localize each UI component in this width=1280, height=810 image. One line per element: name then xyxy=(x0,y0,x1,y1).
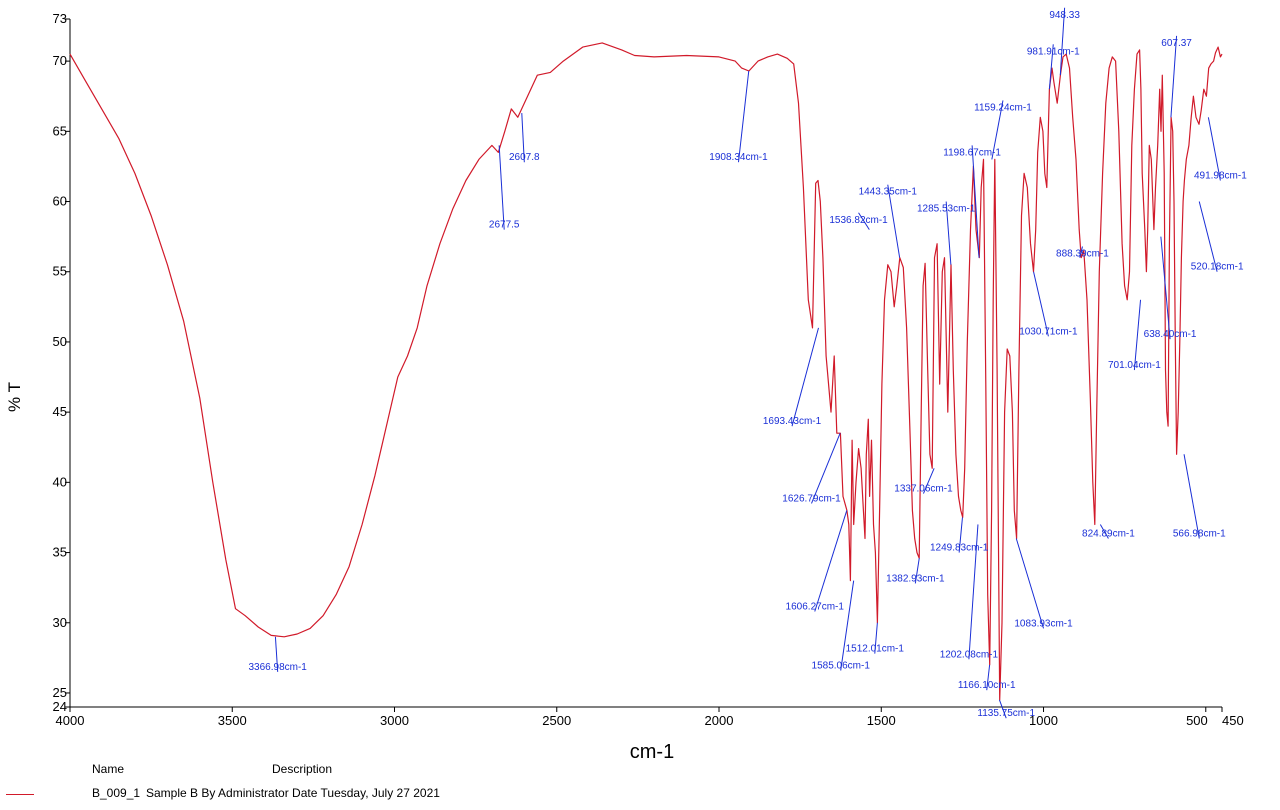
peak-label: 2607.8 xyxy=(509,152,540,163)
peak-label: 1202.08cm-1 xyxy=(940,649,999,660)
x-tick-label: 450 xyxy=(1222,713,1244,728)
peak-leader-line xyxy=(1079,246,1083,258)
peak-leader-line xyxy=(999,699,1007,719)
x-tick-label: 2500 xyxy=(542,713,571,728)
legend-header-name: Name xyxy=(92,762,125,776)
x-tick-label: 3000 xyxy=(380,713,409,728)
peak-leader-line xyxy=(1133,299,1142,371)
y-axis-title: % T xyxy=(5,382,24,412)
spectrum-line xyxy=(69,42,1223,701)
legend-header-description: Description xyxy=(272,762,333,776)
y-tick-label: 60 xyxy=(53,194,67,209)
peak-leader-line xyxy=(1099,524,1109,539)
peak-leader-line xyxy=(986,664,991,691)
peak-label: 1337.06cm-1 xyxy=(894,484,953,495)
peak-label: 1536.82cm-1 xyxy=(829,215,888,226)
peak-label: 1030.71cm-1 xyxy=(1019,326,1078,337)
peak-leader-line xyxy=(840,580,855,671)
peak-leader-line xyxy=(521,113,525,163)
peak-leader-line xyxy=(274,636,279,672)
x-tick-label: 500 xyxy=(1186,713,1208,728)
spectrum-series xyxy=(69,42,1223,701)
peak-leader-line xyxy=(1015,538,1044,629)
peak-leader-line xyxy=(1059,7,1066,76)
peak-leader-line xyxy=(914,558,920,584)
y-tick-label: 50 xyxy=(53,334,67,349)
peak-leader-line xyxy=(922,468,935,494)
x-tick-label: 1500 xyxy=(867,713,896,728)
y-tick-label: 30 xyxy=(53,615,67,630)
peak-leader-line xyxy=(814,510,848,612)
peak-leader-line xyxy=(1183,454,1200,539)
peak-leader-line xyxy=(991,100,1004,160)
y-tick-label: 35 xyxy=(53,545,67,560)
peak-label: 1626.79cm-1 xyxy=(782,493,841,504)
x-tick-label: 3500 xyxy=(218,713,247,728)
legend: Name Description B_009_1 Sample B By Adm… xyxy=(0,760,700,810)
peak-leader-line xyxy=(887,184,901,258)
peak-leader-line xyxy=(945,201,952,265)
y-tick-label: 45 xyxy=(53,404,67,419)
peak-label: 948.33 xyxy=(1049,10,1080,21)
y-tick-label: 40 xyxy=(53,474,67,489)
y-tick-label: 24 xyxy=(53,699,67,714)
peak-label: 520.18cm-1 xyxy=(1191,262,1244,273)
peak-annotations: 3366.98cm-1 2607.8 2677.5 1908.34cm-1 1693.4… xyxy=(248,7,1247,719)
legend-line-swatch xyxy=(6,794,34,795)
y-tick-label: 65 xyxy=(53,123,67,138)
peak-leader-line xyxy=(1207,117,1221,181)
peak-leader-line xyxy=(968,524,979,660)
x-tick-label: 4000 xyxy=(56,713,85,728)
peak-leader-line xyxy=(1033,271,1049,337)
peak-leader-line xyxy=(791,327,819,427)
peak-leader-line xyxy=(737,70,750,163)
peak-label: 491.98cm-1 xyxy=(1194,170,1247,181)
peak-label: 701.04cm-1 xyxy=(1108,360,1161,371)
x-axis-title: cm-1 xyxy=(630,741,674,760)
peak-label: 1249.83cm-1 xyxy=(930,543,989,554)
y-tick-label: 70 xyxy=(53,53,67,68)
peak-leader-line xyxy=(1048,44,1054,90)
peak-leader-line xyxy=(858,212,870,230)
peak-leader-line xyxy=(1198,201,1218,272)
y-tick-label: 25 xyxy=(53,685,67,700)
x-tick-label: 2000 xyxy=(705,713,734,728)
peak-label: 981.91cm-1 xyxy=(1027,46,1080,57)
peak-label: 1908.34cm-1 xyxy=(709,152,768,163)
peak-label: 2677.5 xyxy=(489,220,520,231)
peak-leader-line xyxy=(1170,35,1178,118)
peak-label: 1285.53cm-1 xyxy=(917,204,976,215)
legend-entry-name: B_009_1 xyxy=(92,786,141,800)
peak-label: 1382.93cm-1 xyxy=(886,573,945,584)
peak-label: 1198.67cm-1 xyxy=(943,147,1001,158)
y-tick-label: 55 xyxy=(53,264,67,279)
peak-label: 607.37 xyxy=(1161,38,1192,49)
peak-leader-line xyxy=(811,433,841,504)
peak-label: 824.89cm-1 xyxy=(1082,529,1135,540)
peak-label: 1159.24cm-1 xyxy=(974,102,1032,113)
peak-label: 1083.93cm-1 xyxy=(1014,618,1073,629)
peak-label: 1166.10cm-1 xyxy=(958,680,1016,691)
peak-label: 1606.27cm-1 xyxy=(786,602,845,613)
legend-entry-description: Sample B By Administrator Date Tuesday, … xyxy=(146,786,440,800)
peak-label: 1693.43cm-1 xyxy=(763,416,822,427)
peak-leader-line xyxy=(498,145,505,230)
peak-label: 1443.35cm-1 xyxy=(859,187,918,198)
peak-label: 1512.01cm-1 xyxy=(846,644,905,655)
peak-label: 1135.75cm-1 xyxy=(977,708,1035,719)
peak-label: 888.39cm-1 xyxy=(1056,248,1109,259)
peak-leader-line xyxy=(1160,236,1171,340)
peak-label: 3366.98cm-1 xyxy=(248,662,307,673)
peak-leader-line xyxy=(958,517,963,553)
peak-leader-line xyxy=(971,145,980,258)
peak-label: 566.98cm-1 xyxy=(1173,529,1226,540)
x-tick-label: 1000 xyxy=(1029,713,1058,728)
y-tick-label: 73 xyxy=(53,11,67,26)
peak-label: 638.40cm-1 xyxy=(1144,329,1197,340)
peak-leader-line xyxy=(874,622,878,654)
peak-label: 1585.06cm-1 xyxy=(812,660,871,671)
